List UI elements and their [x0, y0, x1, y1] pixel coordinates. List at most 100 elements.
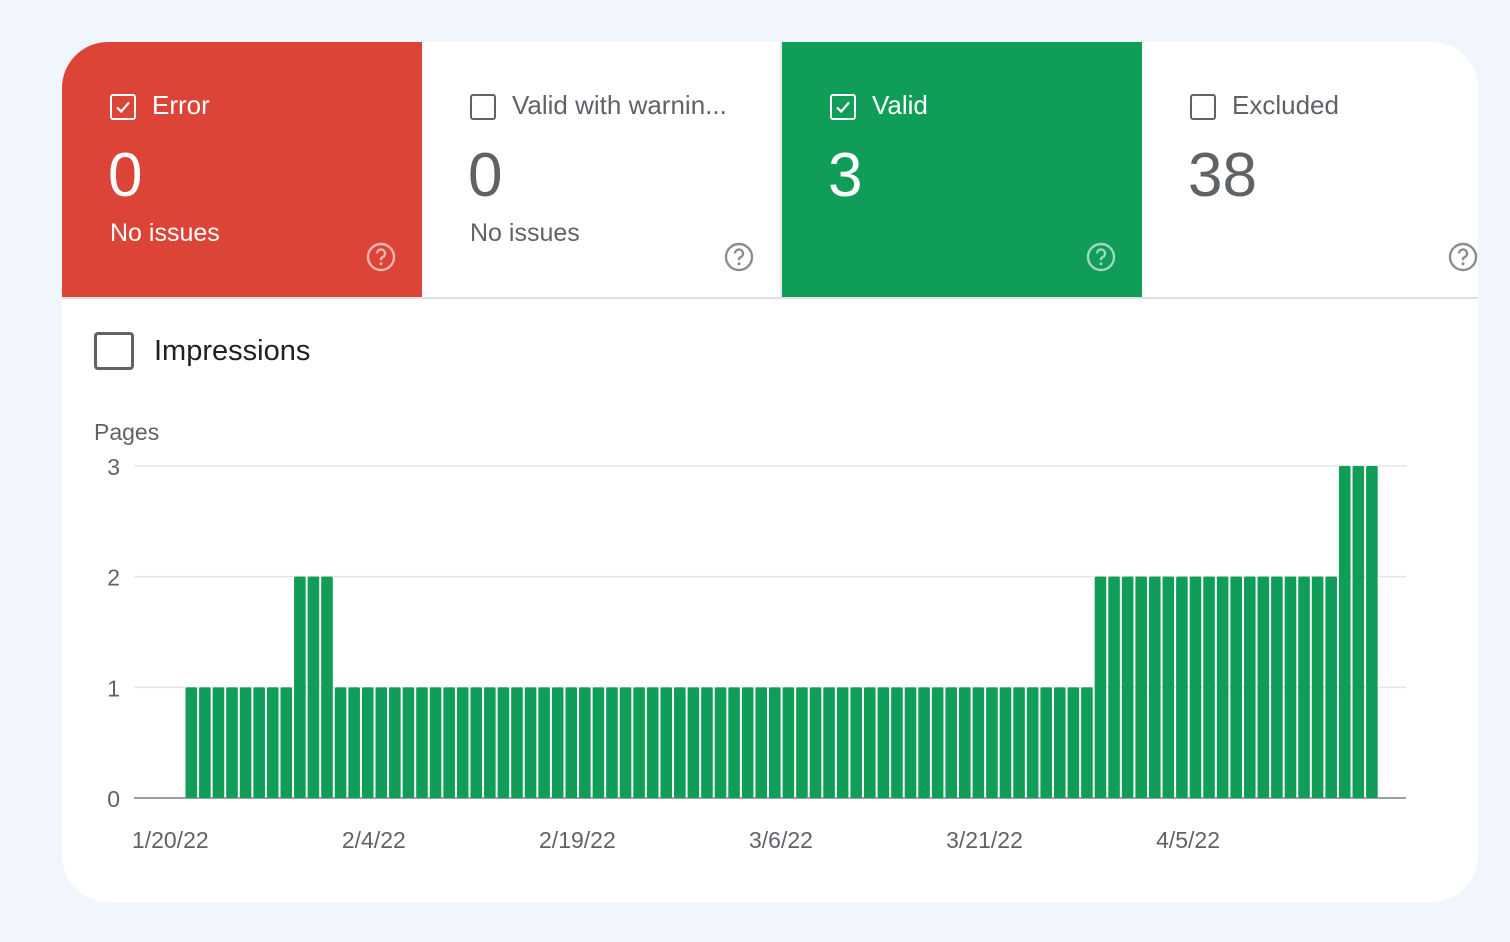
bar[interactable] [185, 687, 198, 798]
bar[interactable] [429, 687, 442, 798]
bar[interactable] [199, 687, 211, 798]
bar[interactable] [1298, 576, 1310, 798]
bar[interactable] [891, 687, 903, 798]
bar[interactable] [931, 687, 944, 798]
bar[interactable] [728, 687, 740, 798]
bar[interactable] [416, 687, 428, 798]
bar[interactable] [579, 687, 591, 798]
bar[interactable] [1366, 466, 1378, 798]
excluded-checkbox[interactable] [1190, 94, 1216, 120]
tile-valid[interactable]: Valid 3 [782, 42, 1142, 297]
bar[interactable] [538, 687, 550, 798]
bar[interactable] [565, 687, 578, 798]
bar[interactable] [1257, 576, 1270, 798]
bar[interactable] [280, 687, 293, 798]
bar[interactable] [1271, 576, 1283, 798]
bar[interactable] [646, 687, 659, 798]
bar[interactable] [470, 687, 483, 798]
bar[interactable] [755, 687, 768, 798]
tile-valid-with-warnings[interactable]: Valid with warnin... 0 No issues [422, 42, 782, 297]
bar[interactable] [1121, 576, 1134, 798]
bar[interactable] [796, 687, 808, 798]
bar[interactable] [1325, 576, 1337, 798]
bar[interactable] [456, 687, 469, 798]
bar[interactable] [497, 687, 510, 798]
bar[interactable] [307, 576, 320, 798]
bar[interactable] [904, 687, 917, 798]
bar[interactable] [1284, 576, 1297, 798]
bar[interactable] [782, 687, 795, 798]
bar[interactable] [660, 687, 673, 798]
bar[interactable] [1338, 466, 1351, 798]
bar[interactable] [389, 687, 401, 798]
bar[interactable] [402, 687, 415, 798]
bar[interactable] [877, 687, 890, 798]
bar[interactable] [592, 687, 605, 798]
bar[interactable] [1148, 576, 1161, 798]
bar[interactable] [212, 687, 225, 798]
bar[interactable] [1067, 687, 1080, 798]
bar[interactable] [741, 687, 754, 798]
bar[interactable] [375, 687, 388, 798]
bar[interactable] [266, 687, 279, 798]
bar[interactable] [294, 576, 306, 798]
valid-checkbox[interactable] [830, 94, 856, 120]
bar[interactable] [945, 687, 958, 798]
bar[interactable] [674, 687, 686, 798]
bar[interactable] [823, 687, 835, 798]
bar[interactable] [321, 576, 333, 798]
bar[interactable] [1352, 466, 1365, 798]
bar[interactable] [986, 687, 998, 798]
bar[interactable] [918, 687, 930, 798]
bar[interactable] [864, 687, 876, 798]
bar[interactable] [1094, 576, 1107, 798]
impressions-checkbox[interactable] [94, 332, 134, 370]
bar[interactable] [836, 687, 849, 798]
help-circle-icon[interactable] [1086, 242, 1116, 272]
bar[interactable] [701, 687, 713, 798]
bar[interactable] [1243, 576, 1256, 798]
bar[interactable] [1189, 576, 1202, 798]
bar[interactable] [348, 687, 360, 798]
bar[interactable] [958, 687, 971, 798]
bar[interactable] [1081, 687, 1093, 798]
bar[interactable] [1162, 576, 1175, 798]
bar[interactable] [972, 687, 985, 798]
bar[interactable] [1176, 576, 1188, 798]
bar[interactable] [619, 687, 632, 798]
bar[interactable] [1053, 687, 1066, 798]
tile-error[interactable]: Error 0 No issues [62, 42, 422, 297]
bar[interactable] [524, 687, 537, 798]
help-circle-icon[interactable] [1448, 242, 1478, 272]
help-circle-icon[interactable] [366, 242, 396, 272]
bar[interactable] [769, 687, 781, 798]
bar[interactable] [850, 687, 863, 798]
bar[interactable] [334, 687, 347, 798]
tile-excluded[interactable]: Excluded 38 [1142, 42, 1478, 297]
bar[interactable] [1311, 576, 1324, 798]
bar[interactable] [714, 687, 727, 798]
bar[interactable] [1013, 687, 1025, 798]
bar[interactable] [809, 687, 822, 798]
bar[interactable] [1135, 576, 1147, 798]
bar[interactable] [1026, 687, 1039, 798]
bar[interactable] [1230, 576, 1242, 798]
bar[interactable] [999, 687, 1012, 798]
bar[interactable] [606, 687, 618, 798]
bar[interactable] [239, 687, 252, 798]
bar[interactable] [253, 687, 265, 798]
bar[interactable] [633, 687, 645, 798]
help-circle-icon[interactable] [724, 242, 754, 272]
warning-checkbox[interactable] [470, 94, 496, 120]
bar[interactable] [361, 687, 374, 798]
bar[interactable] [484, 687, 496, 798]
bar[interactable] [511, 687, 523, 798]
bar[interactable] [443, 687, 455, 798]
error-checkbox[interactable] [110, 94, 136, 120]
bar[interactable] [687, 687, 700, 798]
bar[interactable] [1216, 576, 1229, 798]
bar[interactable] [551, 687, 564, 798]
bar[interactable] [1108, 576, 1120, 798]
bar[interactable] [1040, 687, 1053, 798]
bar[interactable] [226, 687, 238, 798]
